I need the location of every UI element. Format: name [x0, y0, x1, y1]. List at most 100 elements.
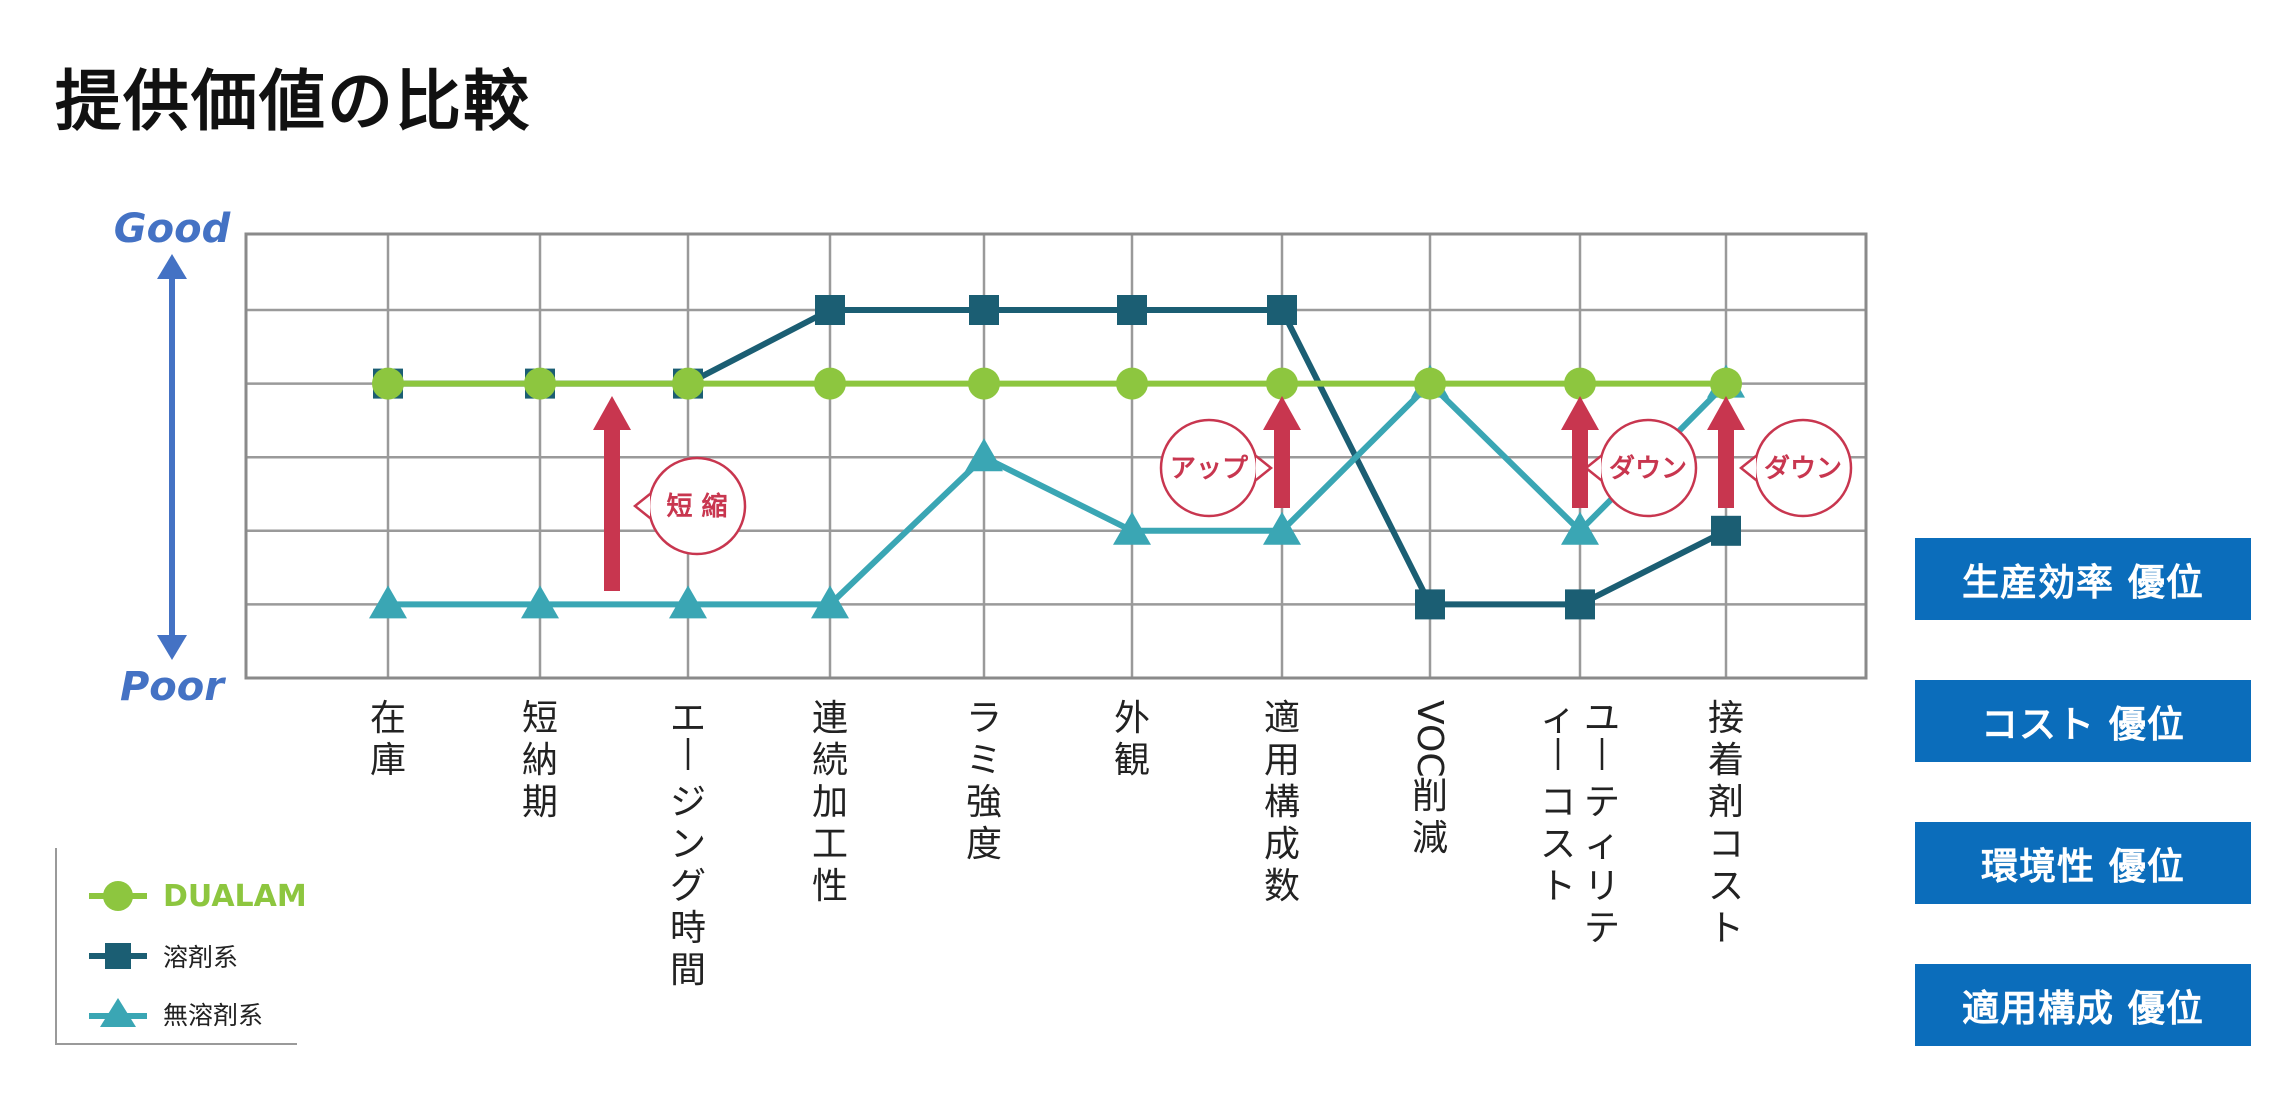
category-label-char: 在 — [370, 698, 406, 739]
data-point-square — [1117, 295, 1147, 325]
advantage-box-cost: コスト 優位 — [1915, 680, 2251, 762]
series-triangle — [369, 364, 1745, 619]
category-label-char: エ — [670, 698, 706, 739]
category-label-char: 着 — [1708, 740, 1744, 781]
category-label-char: 削 — [1412, 776, 1448, 817]
square-marker-icon — [89, 943, 147, 969]
category-label-char: リ — [1584, 866, 1620, 907]
category-label: 外観 — [1114, 698, 1150, 781]
series-circle — [372, 367, 1742, 400]
legend-label: DUALAM — [163, 878, 307, 914]
category-label-char: 間 — [670, 950, 706, 991]
triangle-marker-icon — [89, 998, 147, 1027]
data-point-square — [1711, 515, 1741, 546]
legend: DUALAM 溶剤系 無溶剤系 — [55, 848, 307, 1045]
callout-group: 短 縮 アップ ダウン ダウン — [593, 396, 1853, 591]
category-label-char: 納 — [522, 740, 558, 781]
legend-item-dualam: DUALAM — [87, 876, 307, 916]
callout-bubble: ダウン — [1583, 418, 1698, 518]
category-label: 在庫 — [370, 698, 406, 781]
category-label-char: 続 — [812, 740, 848, 781]
advantage-box-production: 生産効率 優位 — [1915, 538, 2251, 620]
category-label-char: ス — [1708, 866, 1744, 907]
callout-label: ダウン — [1764, 453, 1842, 484]
data-point-square — [969, 295, 999, 325]
category-label-char: 成 — [1264, 824, 1300, 865]
category-label-char: グ — [670, 866, 706, 907]
arrow-up-icon — [1707, 396, 1745, 430]
bubble-pointer — [1738, 455, 1757, 481]
category-label-char: 観 — [1114, 740, 1150, 781]
bubble-pointer — [632, 493, 651, 519]
category-label-char: コ — [1708, 824, 1744, 865]
category-label-text: VOC — [1409, 700, 1450, 777]
improvement-arrow — [1561, 396, 1599, 508]
axis-label-good: Good — [114, 206, 231, 252]
data-point-circle — [968, 367, 1000, 400]
plot-frame — [244, 232, 1868, 680]
category-label-char: 工 — [812, 824, 848, 865]
page-title: 提供価値の比較 — [55, 63, 531, 140]
data-point-triangle — [369, 585, 407, 619]
arrow-shaft — [1274, 426, 1290, 508]
data-point-square — [1267, 295, 1297, 325]
category-label-char: ト — [1540, 866, 1576, 907]
data-point-triangle — [1113, 511, 1151, 545]
data-point-triangle — [669, 585, 707, 619]
callout-bubble: ダウン — [1738, 418, 1853, 518]
good-poor-axis: Good Poor — [114, 206, 231, 710]
category-label-char: 度 — [966, 824, 1002, 865]
category-label-char: ミ — [966, 740, 1002, 781]
category-label-char: コ — [1540, 782, 1576, 823]
arrow-down-icon — [157, 635, 187, 660]
callout-label: 短 縮 — [666, 491, 727, 522]
category-label-char: 適 — [1264, 698, 1300, 739]
arrow-up-icon — [593, 396, 631, 430]
category-label-char: 強 — [966, 782, 1002, 823]
callout-label: アップ — [1170, 454, 1249, 484]
callout-bubble: 短 縮 — [632, 456, 747, 556]
data-point-circle — [1414, 367, 1446, 400]
circle-marker-icon — [89, 881, 147, 911]
category-label-char: 期 — [522, 782, 558, 823]
axis-label-poor: Poor — [120, 664, 226, 710]
series-group — [369, 295, 1745, 620]
category-label-char: 用 — [1264, 740, 1300, 781]
bubble-pointer — [1583, 455, 1602, 481]
arrow-up-icon — [157, 254, 187, 279]
category-labels: 在庫短納期エジング時間連続加工性ラミ強度外観適用構成数VOC削減ユティリティコス… — [370, 698, 1744, 991]
arrow-shaft — [1572, 426, 1588, 508]
series-line — [388, 380, 1729, 608]
bubble-pointer — [1255, 455, 1274, 481]
callout-label: ダウン — [1609, 453, 1687, 484]
data-point-circle — [1116, 367, 1148, 400]
category-label-char: ジ — [670, 782, 706, 823]
arrow-up-icon — [1263, 396, 1301, 430]
category-label-char: 減 — [1412, 818, 1448, 859]
data-point-circle — [1710, 367, 1742, 400]
category-label-char: ィ — [1584, 824, 1620, 865]
improvement-arrow — [1707, 396, 1745, 508]
improvement-arrow — [1263, 396, 1301, 508]
category-label-char: ラ — [966, 698, 1002, 739]
data-point-square — [815, 295, 845, 325]
category-label-char: テ — [1584, 908, 1620, 949]
category-label-char: 時 — [670, 908, 706, 949]
arrow-up-icon — [1561, 396, 1599, 430]
category-label-char: ィ — [1540, 698, 1576, 739]
legend-label: 無溶剤系 — [163, 1001, 264, 1030]
category-label-char: 数 — [1264, 866, 1300, 907]
data-point-circle — [372, 367, 404, 400]
callout-bubble: アップ — [1159, 418, 1274, 518]
data-point-triangle — [965, 438, 1003, 472]
data-point-triangle — [1263, 511, 1301, 545]
data-point-square — [1565, 589, 1595, 620]
category-label-char: 短 — [522, 698, 558, 739]
